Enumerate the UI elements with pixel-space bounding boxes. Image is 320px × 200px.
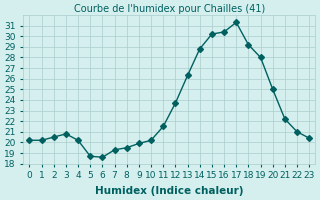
Title: Courbe de l'humidex pour Chailles (41): Courbe de l'humidex pour Chailles (41): [74, 4, 265, 14]
X-axis label: Humidex (Indice chaleur): Humidex (Indice chaleur): [95, 186, 244, 196]
